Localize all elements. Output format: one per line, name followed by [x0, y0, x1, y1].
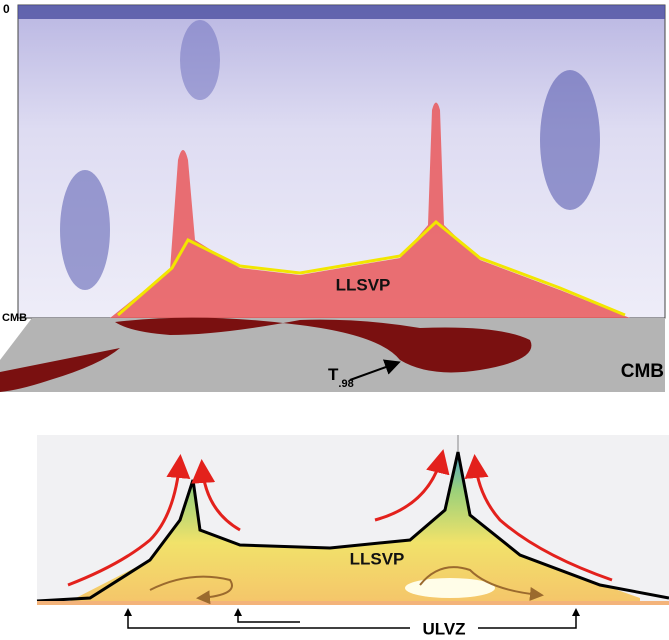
depth-bottom-label: CMB	[2, 312, 27, 324]
surface-layer	[18, 5, 665, 19]
cold-region	[60, 170, 110, 290]
isosurface-symbol: T	[328, 365, 339, 384]
cold-region	[540, 70, 600, 210]
cmb-label: CMB	[621, 361, 664, 382]
depth-top-label: 0	[3, 2, 10, 16]
page: 0 CMB LLSVP T.98 CMB LLSVP ULVZ (() => {…	[0, 0, 669, 640]
ulvz-layer	[37, 601, 669, 605]
bracket	[478, 612, 576, 628]
bracket	[238, 612, 300, 622]
hot-core	[405, 578, 495, 598]
cold-region	[180, 20, 220, 100]
region-label: LLSVP	[350, 549, 405, 568]
region-label: LLSVP	[336, 275, 391, 294]
figure: 0 CMB LLSVP T.98 CMB LLSVP ULVZ	[0, 0, 669, 640]
feature-label: ULVZ	[422, 619, 465, 638]
bracket	[128, 612, 410, 628]
bracket-arrowheads	[124, 608, 580, 616]
isosurface-subscript: .98	[338, 378, 353, 390]
